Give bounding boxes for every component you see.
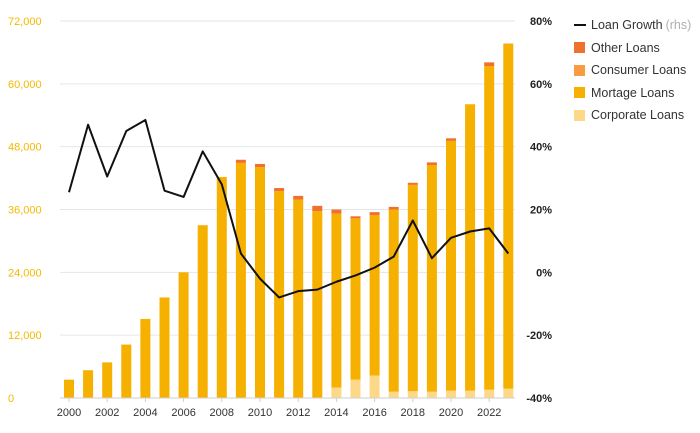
legend-label-other-loans: Other Loans <box>591 40 660 55</box>
bar-mortage-loans-2019 <box>426 164 437 392</box>
x-tick-label: 2008 <box>210 407 234 419</box>
y-left-tick-label: 12,000 <box>8 330 42 342</box>
bar-series <box>64 43 514 398</box>
legend-label-corporate-loans: Corporate Loans <box>591 108 685 123</box>
bar-mortage-loans-2005 <box>159 297 170 398</box>
bar-mortage-loans-2010 <box>255 167 265 398</box>
y-right-tick-label: 60% <box>530 79 552 91</box>
legend-label-consumer-loans: Consumer Loans <box>591 63 687 78</box>
bar-corporate-loans-2014 <box>331 387 342 398</box>
axes: 0 12,000 24,000 36,000 48,000 60,000 72,000 -40… <box>8 16 552 419</box>
bar-other-loans-2019 <box>426 162 437 165</box>
bar-mortage-loans-2004 <box>140 318 151 398</box>
bar-other-loans-2017 <box>388 206 399 210</box>
bar-other-loans-2012 <box>293 195 304 200</box>
legend-item-corporate-loans: Corporate Loans <box>574 104 691 127</box>
x-tick-label: 2022 <box>477 407 501 419</box>
loan-growth-line <box>68 118 510 299</box>
x-tick-label: 2014 <box>324 407 348 419</box>
legend-item-loan-growth: Loan Growth (rhs) <box>574 14 691 37</box>
bar-other-loans-2020 <box>446 138 456 141</box>
bar-mortage-loans-2008 <box>216 177 227 398</box>
x-tick-label: 2020 <box>439 407 463 419</box>
y-right-tick-label: 20% <box>530 205 552 217</box>
y-right-tick-label: 80% <box>530 16 552 28</box>
y-right-tick-label: -20% <box>526 330 552 342</box>
bar-other-loans-2016 <box>369 212 380 216</box>
legend-item-mortage-loans: Mortage Loans <box>574 82 691 105</box>
x-tick-label: 2010 <box>248 407 272 419</box>
bar-mortage-loans-2000 <box>64 379 74 398</box>
legend-swatch-corporate-loans <box>574 109 585 121</box>
bar-other-loans-2014 <box>331 209 342 214</box>
bar-other-loans-2022 <box>484 62 495 67</box>
x-tick-label: 2006 <box>171 407 195 419</box>
bar-mortage-loans-2023 <box>503 43 514 389</box>
y-right-tick-label: -40% <box>526 393 552 405</box>
bar-other-loans-2018 <box>407 182 418 185</box>
bar-mortage-loans-2014 <box>331 213 342 388</box>
legend-label-mortage-loans: Mortage Loans <box>591 85 675 100</box>
bar-corporate-loans-2019 <box>426 391 437 398</box>
legend-label-rhs: (rhs) <box>665 18 692 33</box>
bar-mortage-loans-2015 <box>350 218 361 380</box>
legend: Loan Growth (rhs) Other Loans Consumer L… <box>574 14 691 127</box>
y-left-tick-label: 36,000 <box>8 205 42 217</box>
bar-mortage-loans-2017 <box>388 209 399 392</box>
legend-swatch-consumer-loans <box>574 64 585 76</box>
y-left-tick-label: 60,000 <box>8 79 42 91</box>
x-tick-label: 2000 <box>57 407 81 419</box>
bar-mortage-loans-2020 <box>446 140 456 391</box>
y-right-tick-label: 0% <box>536 267 552 279</box>
legend-swatch-other-loans <box>574 42 585 54</box>
y-left-tick-label: 48,000 <box>8 142 42 154</box>
loan-growth-line-group <box>68 118 510 299</box>
bar-mortage-loans-2002 <box>102 362 113 398</box>
bar-corporate-loans-2015 <box>350 379 361 398</box>
bar-other-loans-2010 <box>255 163 265 168</box>
bar-mortage-loans-2007 <box>197 225 208 398</box>
legend-label-loan-growth: Loan Growth <box>591 18 663 33</box>
bar-other-loans-2011 <box>274 188 285 192</box>
legend-item-other-loans: Other Loans <box>574 37 691 60</box>
y-left-tick-label: 0 <box>8 393 14 405</box>
bar-corporate-loans-2023 <box>503 388 514 398</box>
bar-other-loans-2015 <box>350 216 361 219</box>
bar-corporate-loans-2020 <box>446 390 456 398</box>
bar-mortage-loans-2001 <box>83 370 94 398</box>
bar-other-loans-2009 <box>235 159 246 163</box>
legend-swatch-mortage-loans <box>574 87 585 99</box>
y-right-tick-label: 40% <box>530 142 552 154</box>
y-left-tick-label: 72,000 <box>8 16 42 28</box>
gridlines <box>60 20 515 336</box>
x-tick-label: 2018 <box>401 407 425 419</box>
x-tick-label: 2016 <box>362 407 386 419</box>
bar-mortage-loans-2011 <box>274 191 285 398</box>
bar-corporate-loans-2022 <box>484 389 495 398</box>
bar-mortage-loans-2006 <box>178 272 189 398</box>
bar-corporate-loans-2021 <box>465 390 476 398</box>
bar-mortage-loans-2013 <box>312 211 323 398</box>
x-tick-label: 2012 <box>286 407 310 419</box>
bar-other-loans-2013 <box>312 205 323 212</box>
bar-corporate-loans-2017 <box>388 391 399 398</box>
legend-line-swatch <box>574 24 586 27</box>
bar-mortage-loans-2018 <box>407 184 418 392</box>
y-left-tick-label: 24,000 <box>8 267 42 279</box>
bar-corporate-loans-2018 <box>407 391 418 398</box>
x-tick-label: 2004 <box>133 407 157 419</box>
x-tick-label: 2002 <box>95 407 119 419</box>
bar-mortage-loans-2009 <box>235 162 246 398</box>
bar-mortage-loans-2016 <box>369 215 380 376</box>
bar-corporate-loans-2016 <box>369 375 380 398</box>
bar-mortage-loans-2021 <box>465 104 476 391</box>
bar-mortage-loans-2012 <box>293 199 304 398</box>
bar-mortage-loans-2003 <box>121 344 132 398</box>
legend-item-consumer-loans: Consumer Loans <box>574 59 691 82</box>
